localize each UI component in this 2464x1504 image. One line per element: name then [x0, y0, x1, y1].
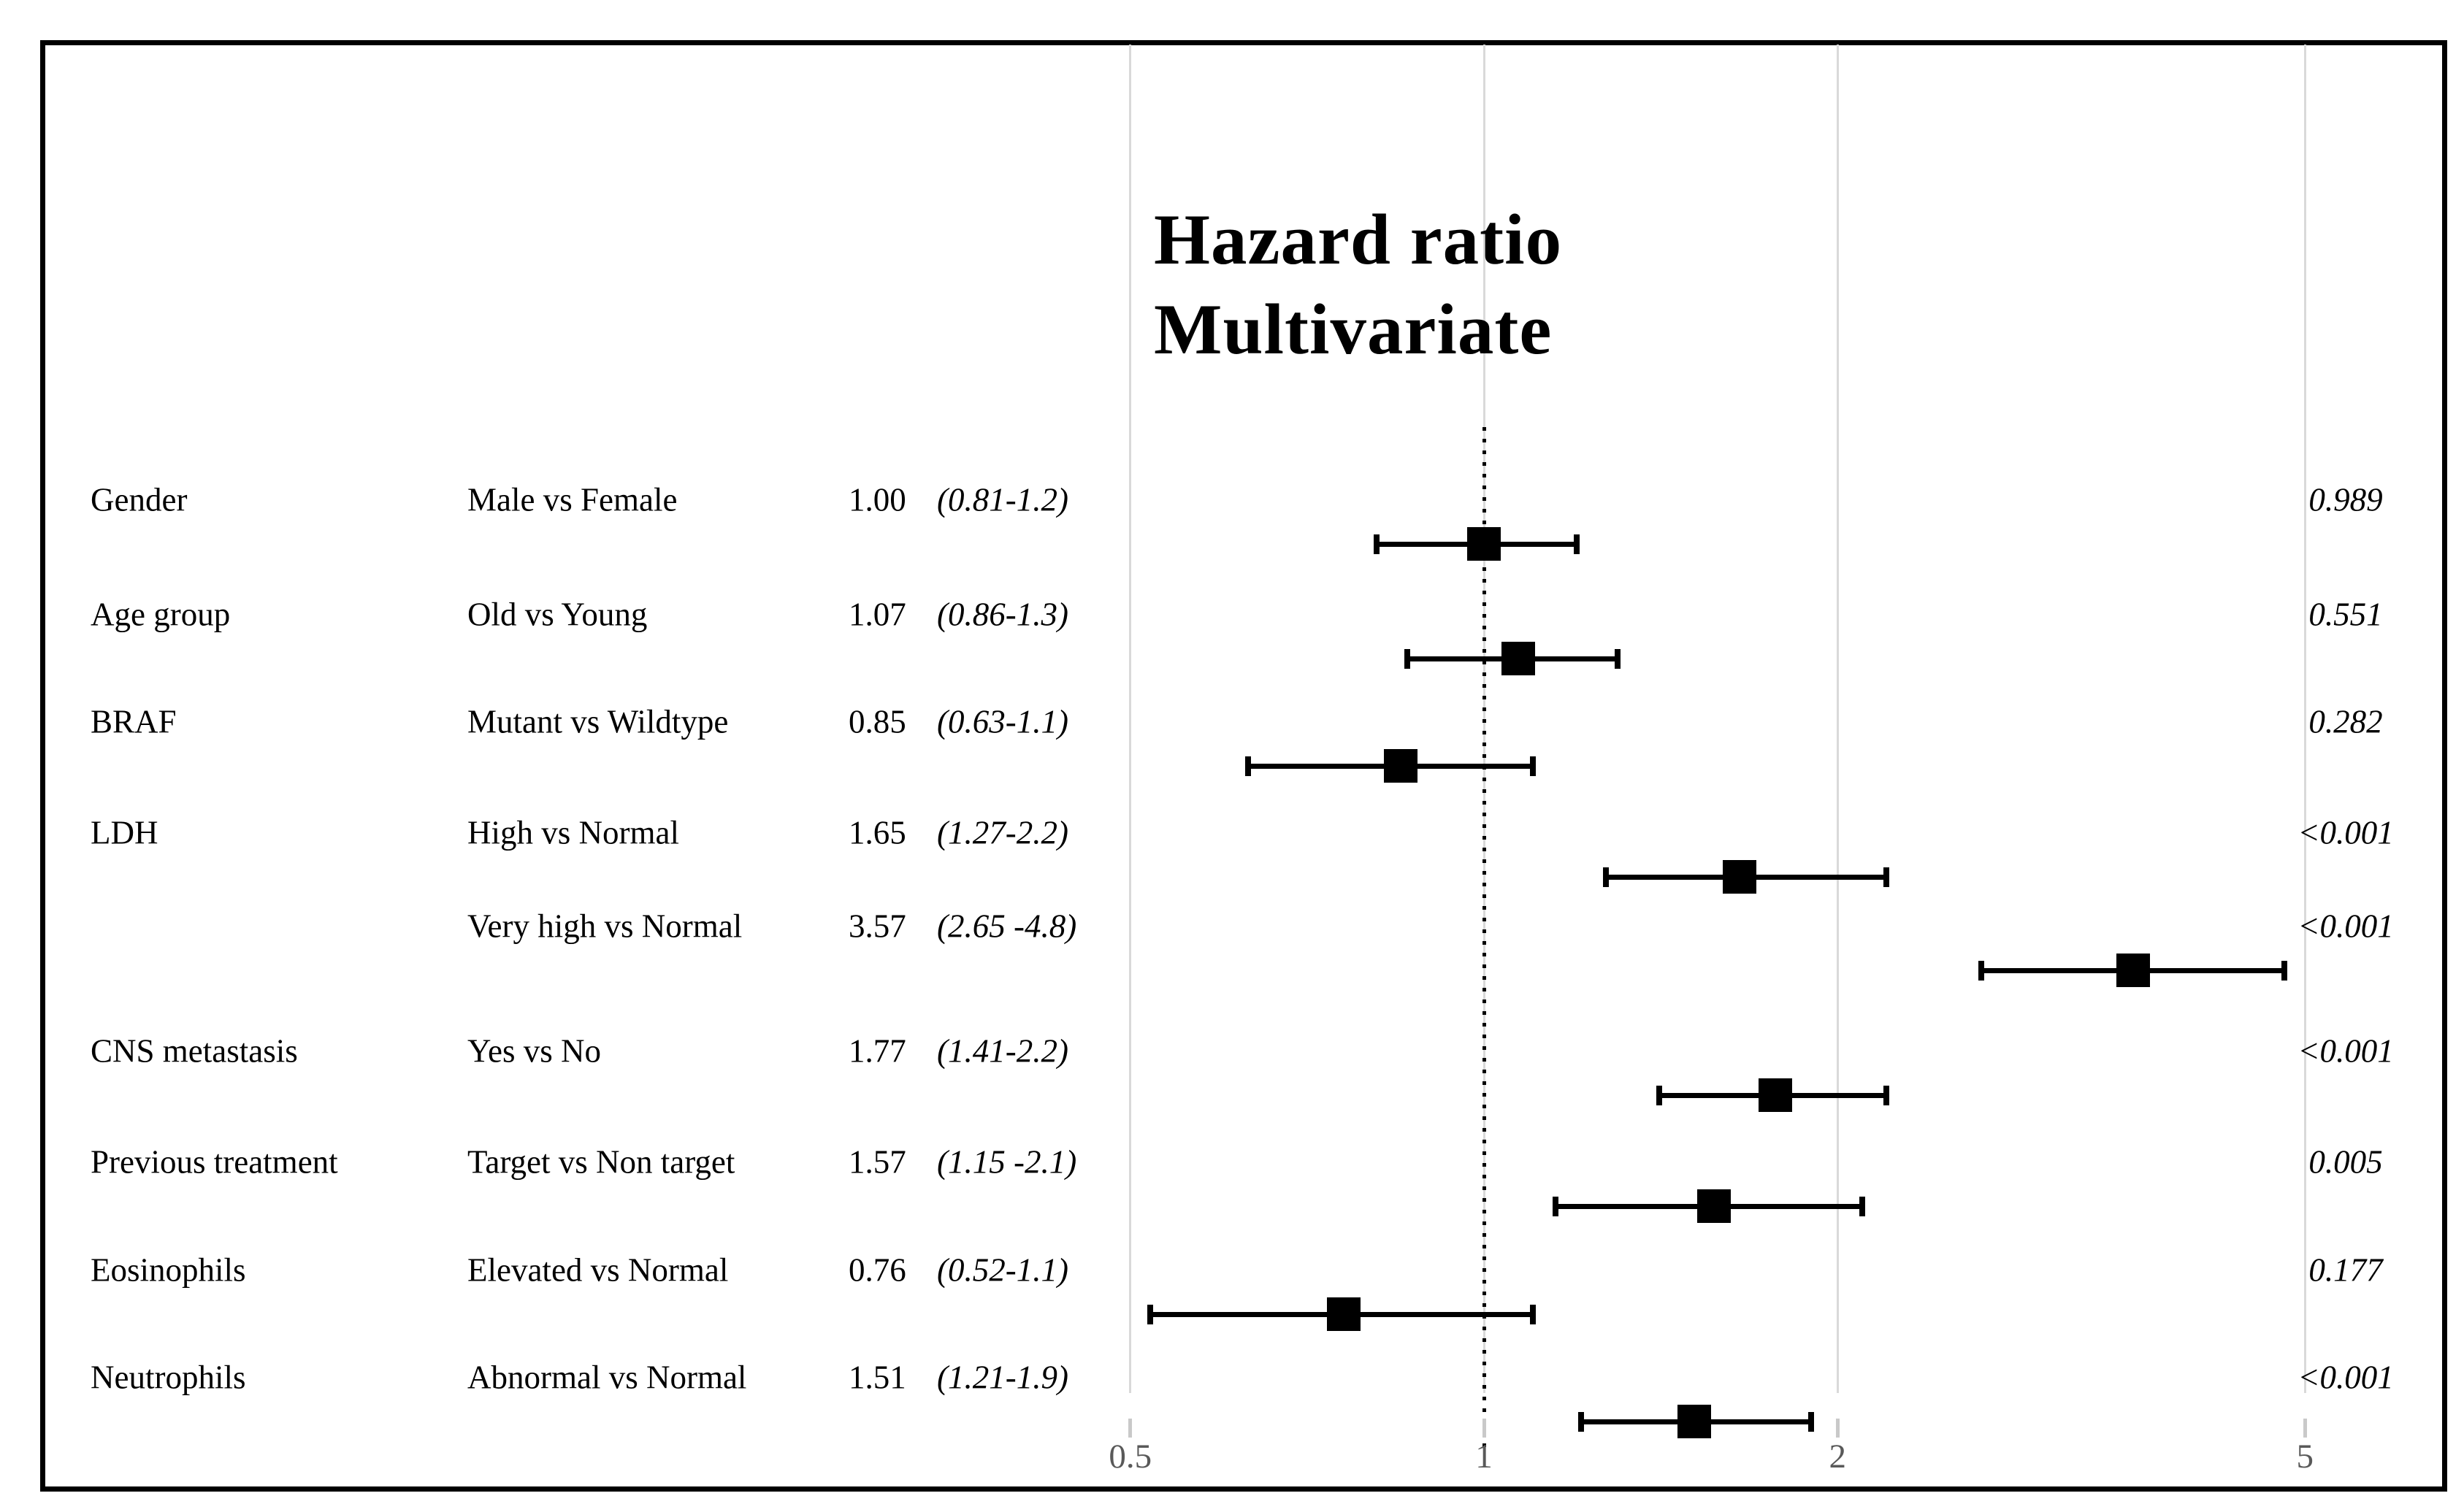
ci-cap-right: [1529, 756, 1536, 776]
row-p-value: 0.282: [2308, 703, 2383, 740]
row-variable-label: BRAF: [91, 703, 177, 740]
ci-cap-right: [1883, 1085, 1889, 1105]
chart-title-line2: Multivariate: [1154, 289, 1553, 369]
ci-cap-left: [1404, 648, 1410, 669]
axis-tick-label: 0.5: [1109, 1438, 1152, 1476]
hr-point-marker: [2116, 954, 2150, 987]
row-confidence-interval: (0.86-1.3): [937, 596, 1068, 633]
row-p-value: 0.005: [2308, 1143, 2383, 1181]
row-comparison-label: Very high vs Normal: [467, 908, 743, 945]
row-hr-estimate: 0.76: [849, 1251, 906, 1289]
ci-cap-right: [1859, 1196, 1866, 1216]
axis-tick-label: 2: [1829, 1438, 1846, 1476]
row-hr-estimate: 1.57: [849, 1143, 906, 1181]
row-comparison-label: Elevated vs Normal: [467, 1251, 729, 1289]
row-confidence-interval: (1.27-2.2): [937, 814, 1068, 851]
row-p-value: <0.001: [2297, 1359, 2394, 1396]
gridline-2: [1836, 45, 1839, 1393]
hr-point-marker: [1384, 749, 1418, 783]
ci-cap-right: [1808, 1411, 1815, 1432]
ci-cap-right: [1615, 648, 1621, 669]
axis-tick-2: [1835, 1419, 1840, 1438]
row-confidence-interval: (0.52-1.1): [937, 1251, 1068, 1289]
row-p-value: 0.551: [2308, 596, 2383, 633]
ci-cap-left: [1602, 867, 1609, 887]
row-p-value: <0.001: [2297, 908, 2394, 945]
row-variable-label: Eosinophils: [91, 1251, 246, 1289]
chart-title-line1: Hazard ratio: [1154, 200, 1563, 280]
axis-tick-label: 5: [2296, 1438, 2314, 1476]
ci-cap-left: [1373, 534, 1380, 554]
ci-cap-left: [1147, 1304, 1154, 1324]
row-variable-label: Age group: [91, 596, 231, 633]
gridline-0.5: [1129, 45, 1132, 1393]
row-comparison-label: Abnormal vs Normal: [467, 1359, 747, 1396]
row-comparison-label: Male vs Female: [467, 481, 678, 518]
row-confidence-interval: (1.41-2.2): [937, 1032, 1068, 1070]
row-hr-estimate: 3.57: [849, 908, 906, 945]
row-comparison-label: Old vs Young: [467, 596, 648, 633]
axis-tick-label: 1: [1475, 1438, 1493, 1476]
row-confidence-interval: (1.15 -2.1): [937, 1143, 1077, 1181]
row-comparison-label: Target vs Non target: [467, 1143, 735, 1181]
row-variable-label: Neutrophils: [91, 1359, 246, 1396]
row-p-value: <0.001: [2297, 1032, 2394, 1070]
ci-cap-left: [1245, 756, 1252, 776]
row-variable-label: CNS metastasis: [91, 1032, 298, 1070]
reference-line-hr-1: [1482, 427, 1486, 1449]
hr-point-marker: [1697, 1189, 1732, 1223]
hr-point-marker: [1501, 642, 1536, 675]
row-confidence-interval: (2.65 -4.8): [937, 908, 1077, 945]
hr-point-marker: [1327, 1297, 1361, 1331]
hr-point-marker: [1758, 1078, 1792, 1112]
axis-tick-5: [2303, 1419, 2307, 1438]
ci-cap-left: [1578, 1411, 1585, 1432]
ci-cap-right: [1574, 534, 1580, 554]
ci-cap-right: [1529, 1304, 1536, 1324]
row-hr-estimate: 1.00: [849, 481, 906, 518]
row-hr-estimate: 1.65: [849, 814, 906, 851]
row-p-value: 0.177: [2308, 1251, 2383, 1289]
ci-cap-right: [1883, 867, 1889, 887]
hr-point-marker: [1677, 1405, 1711, 1438]
gridline-5: [2303, 45, 2306, 1393]
row-confidence-interval: (0.63-1.1): [937, 703, 1068, 740]
chart-title: Hazard ratio Multivariate: [1154, 196, 1562, 375]
row-p-value: <0.001: [2297, 814, 2394, 851]
row-variable-label: Previous treatment: [91, 1143, 338, 1181]
hr-point-marker: [1722, 860, 1756, 894]
row-hr-estimate: 0.85: [849, 703, 906, 740]
ci-cap-left: [1656, 1085, 1663, 1105]
row-hr-estimate: 1.51: [849, 1359, 906, 1396]
hr-point-marker: [1467, 527, 1501, 561]
row-variable-label: LDH: [91, 814, 158, 851]
row-confidence-interval: (0.81-1.2): [937, 481, 1068, 518]
ci-cap-left: [1978, 960, 1984, 981]
axis-tick-0.5: [1128, 1419, 1133, 1438]
axis-tick-1: [1482, 1419, 1486, 1438]
row-hr-estimate: 1.77: [849, 1032, 906, 1070]
row-hr-estimate: 1.07: [849, 596, 906, 633]
ci-cap-left: [1552, 1196, 1558, 1216]
ci-cap-right: [2281, 960, 2287, 981]
row-confidence-interval: (1.21-1.9): [937, 1359, 1068, 1396]
row-comparison-label: High vs Normal: [467, 814, 679, 851]
row-comparison-label: Yes vs No: [467, 1032, 601, 1070]
row-comparison-label: Mutant vs Wildtype: [467, 703, 729, 740]
row-variable-label: Gender: [91, 481, 188, 518]
row-p-value: 0.989: [2308, 481, 2383, 518]
